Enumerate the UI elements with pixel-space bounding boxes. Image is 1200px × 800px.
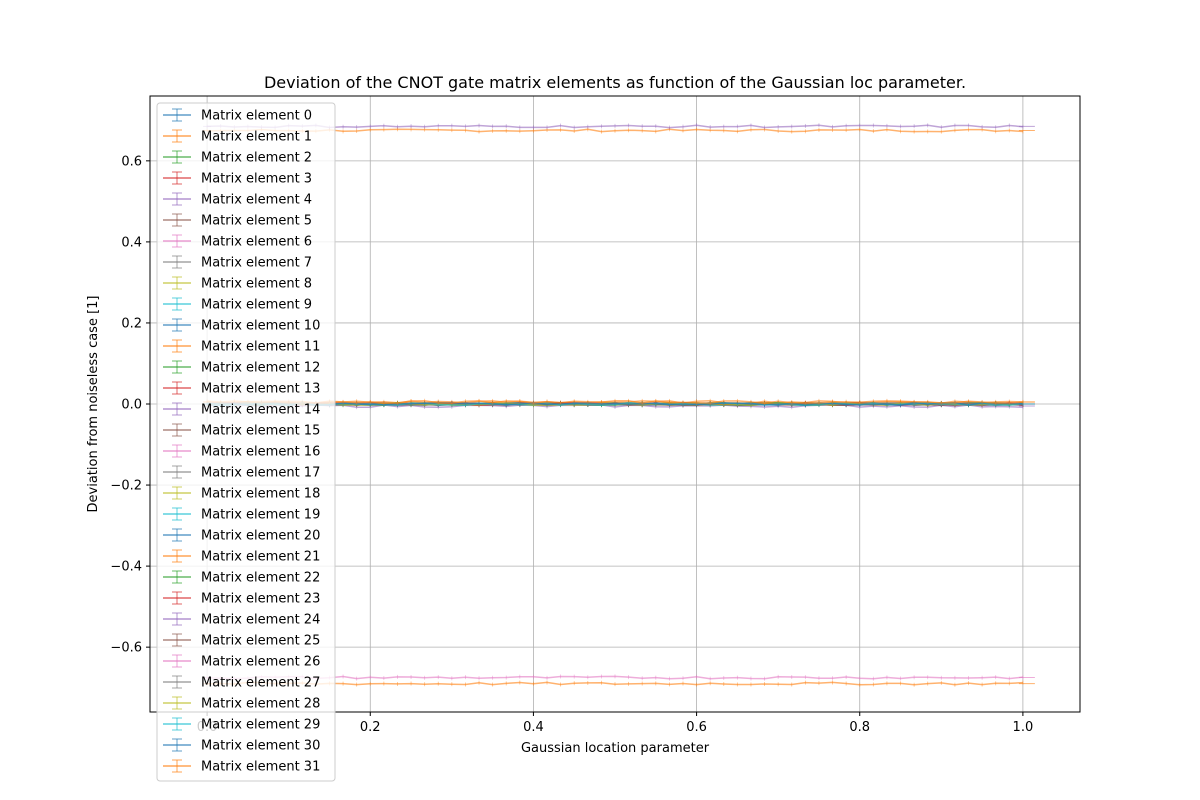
legend-label: Matrix element 10	[201, 319, 320, 334]
x-axis-label: Gaussian location parameter	[521, 741, 710, 756]
legend-label: Matrix element 22	[201, 571, 320, 586]
legend-item: Matrix element 16	[163, 444, 320, 460]
legend-item: Matrix element 28	[163, 696, 320, 712]
legend-label: Matrix element 15	[201, 424, 320, 439]
legend-label: Matrix element 28	[201, 697, 320, 712]
y-tick-label: −0.4	[110, 560, 142, 575]
legend-item: Matrix element 0	[163, 108, 312, 124]
y-tick-label: −0.2	[110, 479, 142, 494]
series-polyline	[207, 675, 1023, 680]
legend-item: Matrix element 2	[163, 150, 312, 166]
legend-label: Matrix element 24	[201, 613, 320, 628]
series-polyline	[207, 124, 1023, 129]
legend-label: Matrix element 7	[201, 256, 312, 271]
legend-label: Matrix element 12	[201, 361, 320, 376]
legend-label: Matrix element 4	[201, 193, 312, 208]
legend: Matrix element 0 Matrix element 1 Matrix e…	[156, 102, 336, 782]
legend-label: Matrix element 25	[201, 634, 320, 649]
legend-item: Matrix element 20	[163, 528, 320, 544]
legend-item: Matrix element 31	[163, 759, 320, 775]
y-tick-label: 0.4	[121, 235, 142, 250]
y-axis-label: Deviation from noiseless case [1]	[86, 296, 101, 513]
legend-item: Matrix element 5	[163, 213, 312, 229]
series-polyline	[207, 128, 1023, 133]
legend-label: Matrix element 0	[201, 109, 312, 124]
legend-item: Matrix element 23	[163, 591, 320, 607]
legend-item: Matrix element 30	[163, 738, 320, 754]
x-tick-label: 0.6	[686, 720, 707, 735]
legend-item: Matrix element 12	[163, 360, 320, 376]
legend-label: Matrix element 20	[201, 529, 320, 544]
legend-label: Matrix element 17	[201, 466, 320, 481]
legend-item: Matrix element 27	[163, 675, 320, 691]
legend-label: Matrix element 31	[201, 760, 320, 775]
legend-label: Matrix element 30	[201, 739, 320, 754]
legend-item: Matrix element 14	[163, 402, 320, 418]
legend-label: Matrix element 3	[201, 172, 312, 187]
legend-item: Matrix element 19	[163, 507, 320, 523]
legend-label: Matrix element 19	[201, 508, 320, 523]
legend-item: Matrix element 25	[163, 633, 320, 649]
legend-item: Matrix element 26	[163, 654, 320, 670]
legend-item: Matrix element 15	[163, 423, 320, 439]
y-tick-label: 0.6	[121, 154, 142, 169]
x-tick-label: 0.8	[849, 720, 870, 735]
legend-label: Matrix element 9	[201, 298, 312, 313]
legend-item: Matrix element 18	[163, 486, 320, 502]
y-tick-label: 0.2	[121, 316, 142, 331]
legend-item: Matrix element 8	[163, 276, 312, 292]
x-axis-ticks: 0.00.20.40.60.81.0	[197, 712, 1033, 735]
legend-item: Matrix element 9	[163, 297, 312, 313]
legend-label: Matrix element 11	[201, 340, 320, 355]
legend-item: Matrix element 10	[163, 318, 320, 334]
y-tick-label: −0.6	[110, 641, 142, 656]
legend-label: Matrix element 6	[201, 235, 312, 250]
y-tick-label: 0.0	[121, 398, 142, 413]
y-axis-ticks: −0.6 −0.4 −0.2 0.0 0.2 0.4 0.6	[110, 154, 150, 656]
legend-label: Matrix element 8	[201, 277, 312, 292]
legend-label: Matrix element 27	[201, 676, 320, 691]
legend-item: Matrix element 29	[163, 717, 320, 733]
legend-label: Matrix element 2	[201, 151, 312, 166]
legend-label: Matrix element 26	[201, 655, 320, 670]
legend-label: Matrix element 13	[201, 382, 320, 397]
legend-box	[156, 102, 336, 782]
legend-item: Matrix element 24	[163, 612, 320, 628]
legend-item: Matrix element 22	[163, 570, 320, 586]
series-polyline	[207, 681, 1023, 686]
legend-item: Matrix element 11	[163, 339, 320, 355]
legend-item: Matrix element 21	[163, 549, 320, 565]
legend-item: Matrix element 7	[163, 255, 312, 271]
legend-label: Matrix element 18	[201, 487, 320, 502]
legend-label: Matrix element 21	[201, 550, 320, 565]
legend-label: Matrix element 14	[201, 403, 320, 418]
legend-label: Matrix element 16	[201, 445, 320, 460]
legend-item: Matrix element 4	[163, 192, 312, 208]
x-tick-label: 0.2	[360, 720, 381, 735]
legend-item: Matrix element 13	[163, 381, 320, 397]
legend-item: Matrix element 3	[163, 171, 312, 187]
legend-label: Matrix element 1	[201, 130, 312, 145]
series-polyline	[207, 400, 1023, 404]
legend-item: Matrix element 6	[163, 234, 312, 250]
legend-label: Matrix element 5	[201, 214, 312, 229]
chart-title: Deviation of the CNOT gate matrix elemen…	[264, 73, 966, 92]
x-tick-label: 1.0	[1013, 720, 1034, 735]
legend-item: Matrix element 17	[163, 465, 320, 481]
legend-item: Matrix element 1	[163, 129, 312, 145]
x-tick-label: 0.4	[523, 720, 544, 735]
legend-label: Matrix element 29	[201, 718, 320, 733]
legend-label: Matrix element 23	[201, 592, 320, 607]
